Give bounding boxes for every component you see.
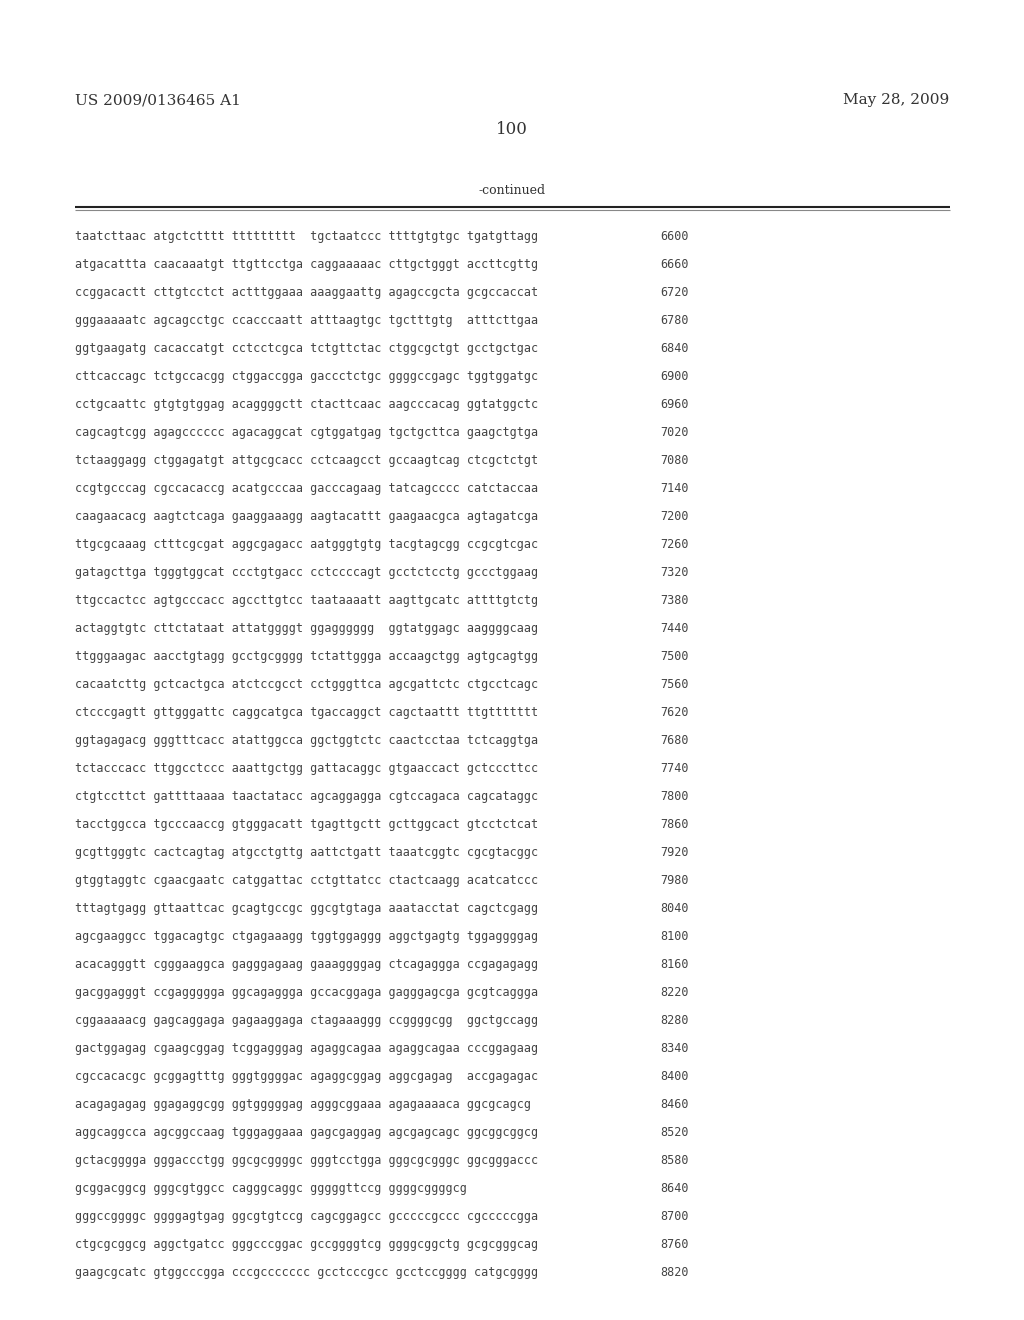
Text: 7860: 7860 [660,818,688,832]
Text: cttcaccagc tctgccacgg ctggaccgga gaccctctgc ggggccgagc tggtggatgc: cttcaccagc tctgccacgg ctggaccgga gaccctc… [75,370,539,383]
Text: actaggtgtc cttctataat attatggggt ggagggggg  ggtatggagc aaggggcaag: actaggtgtc cttctataat attatggggt ggagggg… [75,622,539,635]
Text: taatcttaac atgctctttt ttttttttt  tgctaatccc ttttgtgtgc tgatgttagg: taatcttaac atgctctttt ttttttttt tgctaatc… [75,230,539,243]
Text: 7380: 7380 [660,594,688,607]
Text: tttagtgagg gttaattcac gcagtgccgc ggcgtgtaga aaatacctat cagctcgagg: tttagtgagg gttaattcac gcagtgccgc ggcgtgt… [75,902,539,915]
Text: ctgtccttct gattttaaaa taactatacc agcaggagga cgtccagaca cagcataggc: ctgtccttct gattttaaaa taactatacc agcagga… [75,789,539,803]
Text: 8760: 8760 [660,1238,688,1251]
Text: 7680: 7680 [660,734,688,747]
Text: 7560: 7560 [660,678,688,690]
Text: 100: 100 [496,121,528,139]
Text: acagagagag ggagaggcgg ggtgggggag agggcggaaa agagaaaaca ggcgcagcg: acagagagag ggagaggcgg ggtgggggag agggcgg… [75,1098,531,1111]
Text: 8340: 8340 [660,1041,688,1055]
Text: gctacgggga gggaccctgg ggcgcggggc gggtcctgga gggcgcgggc ggcgggaccc: gctacgggga gggaccctgg ggcgcggggc gggtcct… [75,1154,539,1167]
Text: 7620: 7620 [660,706,688,719]
Text: ccgtgcccag cgccacaccg acatgcccaa gacccagaag tatcagcccc catctaccaa: ccgtgcccag cgccacaccg acatgcccaa gacccag… [75,482,539,495]
Text: 7740: 7740 [660,762,688,775]
Text: gggccggggc ggggagtgag ggcgtgtccg cagcggagcc gcccccgccc cgcccccgga: gggccggggc ggggagtgag ggcgtgtccg cagcgga… [75,1210,539,1224]
Text: tacctggcca tgcccaaccg gtgggacatt tgagttgctt gcttggcact gtcctctcat: tacctggcca tgcccaaccg gtgggacatt tgagttg… [75,818,539,832]
Text: atgacattta caacaaatgt ttgttcctga caggaaaaac cttgctgggt accttcgttg: atgacattta caacaaatgt ttgttcctga caggaaa… [75,257,539,271]
Text: 8280: 8280 [660,1014,688,1027]
Text: 7080: 7080 [660,454,688,467]
Text: 8040: 8040 [660,902,688,915]
Text: 7260: 7260 [660,539,688,550]
Text: 8400: 8400 [660,1071,688,1082]
Text: 7440: 7440 [660,622,688,635]
Text: cggaaaaacg gagcaggaga gagaaggaga ctagaaaggg ccggggcgg  ggctgccagg: cggaaaaacg gagcaggaga gagaaggaga ctagaaa… [75,1014,539,1027]
Text: 7320: 7320 [660,566,688,579]
Text: ttgggaagac aacctgtagg gcctgcgggg tctattggga accaagctgg agtgcagtgg: ttgggaagac aacctgtagg gcctgcgggg tctattg… [75,649,539,663]
Text: 7200: 7200 [660,510,688,523]
Text: 6720: 6720 [660,286,688,300]
Text: gatagcttga tgggtggcat ccctgtgacc cctccccagt gcctctcctg gccctggaag: gatagcttga tgggtggcat ccctgtgacc cctcccc… [75,566,539,579]
Text: ctcccgagtt gttgggattc caggcatgca tgaccaggct cagctaattt ttgttttttt: ctcccgagtt gttgggattc caggcatgca tgaccag… [75,706,539,719]
Text: aggcaggcca agcggccaag tgggaggaaa gagcgaggag agcgagcagc ggcggcggcg: aggcaggcca agcggccaag tgggaggaaa gagcgag… [75,1126,539,1139]
Text: 8640: 8640 [660,1181,688,1195]
Text: -continued: -continued [478,183,546,197]
Text: 6960: 6960 [660,399,688,411]
Text: caagaacacg aagtctcaga gaaggaaagg aagtacattt gaagaacgca agtagatcga: caagaacacg aagtctcaga gaaggaaagg aagtaca… [75,510,539,523]
Text: 8820: 8820 [660,1266,688,1279]
Text: gactggagag cgaagcggag tcggagggag agaggcagaa agaggcagaa cccggagaag: gactggagag cgaagcggag tcggagggag agaggca… [75,1041,539,1055]
Text: 6780: 6780 [660,314,688,327]
Text: gcggacggcg gggcgtggcc cagggcaggc gggggttccg ggggcggggcg: gcggacggcg gggcgtggcc cagggcaggc gggggtt… [75,1181,467,1195]
Text: 8160: 8160 [660,958,688,972]
Text: acacagggtt cgggaaggca gagggagaag gaaaggggag ctcagaggga ccgagagagg: acacagggtt cgggaaggca gagggagaag gaaaggg… [75,958,539,972]
Text: cgccacacgc gcggagtttg gggtggggac agaggcggag aggcgagag  accgagagac: cgccacacgc gcggagtttg gggtggggac agaggcg… [75,1071,539,1082]
Text: agcgaaggcc tggacagtgc ctgagaaagg tggtggaggg aggctgagtg tggaggggag: agcgaaggcc tggacagtgc ctgagaaagg tggtgga… [75,931,539,942]
Text: ctgcgcggcg aggctgatcc gggcccggac gccggggtcg ggggcggctg gcgcgggcag: ctgcgcggcg aggctgatcc gggcccggac gccgggg… [75,1238,539,1251]
Text: 8100: 8100 [660,931,688,942]
Text: 7800: 7800 [660,789,688,803]
Text: 7980: 7980 [660,874,688,887]
Text: US 2009/0136465 A1: US 2009/0136465 A1 [75,92,241,107]
Text: 7920: 7920 [660,846,688,859]
Text: gcgttgggtc cactcagtag atgcctgttg aattctgatt taaatcggtc cgcgtacggc: gcgttgggtc cactcagtag atgcctgttg aattctg… [75,846,539,859]
Text: 8700: 8700 [660,1210,688,1224]
Text: gggaaaaatc agcagcctgc ccacccaatt atttaagtgc tgctttgtg  atttcttgaa: gggaaaaatc agcagcctgc ccacccaatt atttaag… [75,314,539,327]
Text: gacggagggt ccgaggggga ggcagaggga gccacggaga gagggagcga gcgtcaggga: gacggagggt ccgaggggga ggcagaggga gccacgg… [75,986,539,999]
Text: tctaaggagg ctggagatgt attgcgcacc cctcaagcct gccaagtcag ctcgctctgt: tctaaggagg ctggagatgt attgcgcacc cctcaag… [75,454,539,467]
Text: ggtagagacg gggtttcacc atattggcca ggctggtctc caactcctaa tctcaggtga: ggtagagacg gggtttcacc atattggcca ggctggt… [75,734,539,747]
Text: 6840: 6840 [660,342,688,355]
Text: 6660: 6660 [660,257,688,271]
Text: 6600: 6600 [660,230,688,243]
Text: ttgccactcc agtgcccacc agccttgtcc taataaaatt aagttgcatc attttgtctg: ttgccactcc agtgcccacc agccttgtcc taataaa… [75,594,539,607]
Text: 7140: 7140 [660,482,688,495]
Text: cagcagtcgg agagcccccc agacaggcat cgtggatgag tgctgcttca gaagctgtga: cagcagtcgg agagcccccc agacaggcat cgtggat… [75,426,539,440]
Text: gtggtaggtc cgaacgaatc catggattac cctgttatcc ctactcaagg acatcatccc: gtggtaggtc cgaacgaatc catggattac cctgtta… [75,874,539,887]
Text: ggtgaagatg cacaccatgt cctcctcgca tctgttctac ctggcgctgt gcctgctgac: ggtgaagatg cacaccatgt cctcctcgca tctgttc… [75,342,539,355]
Text: gaagcgcatc gtggcccgga cccgccccccc gcctcccgcc gcctccgggg catgcgggg: gaagcgcatc gtggcccgga cccgccccccc gcctcc… [75,1266,539,1279]
Text: ccggacactt cttgtcctct actttggaaa aaaggaattg agagccgcta gcgccaccat: ccggacactt cttgtcctct actttggaaa aaaggaa… [75,286,539,300]
Text: 7020: 7020 [660,426,688,440]
Text: 8520: 8520 [660,1126,688,1139]
Text: tctacccacc ttggcctccc aaattgctgg gattacaggc gtgaaccact gctcccttcc: tctacccacc ttggcctccc aaattgctgg gattaca… [75,762,539,775]
Text: ttgcgcaaag ctttcgcgat aggcgagacc aatgggtgtg tacgtagcgg ccgcgtcgac: ttgcgcaaag ctttcgcgat aggcgagacc aatgggt… [75,539,539,550]
Text: 7500: 7500 [660,649,688,663]
Text: cacaatcttg gctcactgca atctccgcct cctgggttca agcgattctc ctgcctcagc: cacaatcttg gctcactgca atctccgcct cctgggt… [75,678,539,690]
Text: cctgcaattc gtgtgtggag acaggggctt ctacttcaac aagcccacag ggtatggctc: cctgcaattc gtgtgtggag acaggggctt ctacttc… [75,399,539,411]
Text: 6900: 6900 [660,370,688,383]
Text: 8460: 8460 [660,1098,688,1111]
Text: 8580: 8580 [660,1154,688,1167]
Text: May 28, 2009: May 28, 2009 [843,92,949,107]
Text: 8220: 8220 [660,986,688,999]
